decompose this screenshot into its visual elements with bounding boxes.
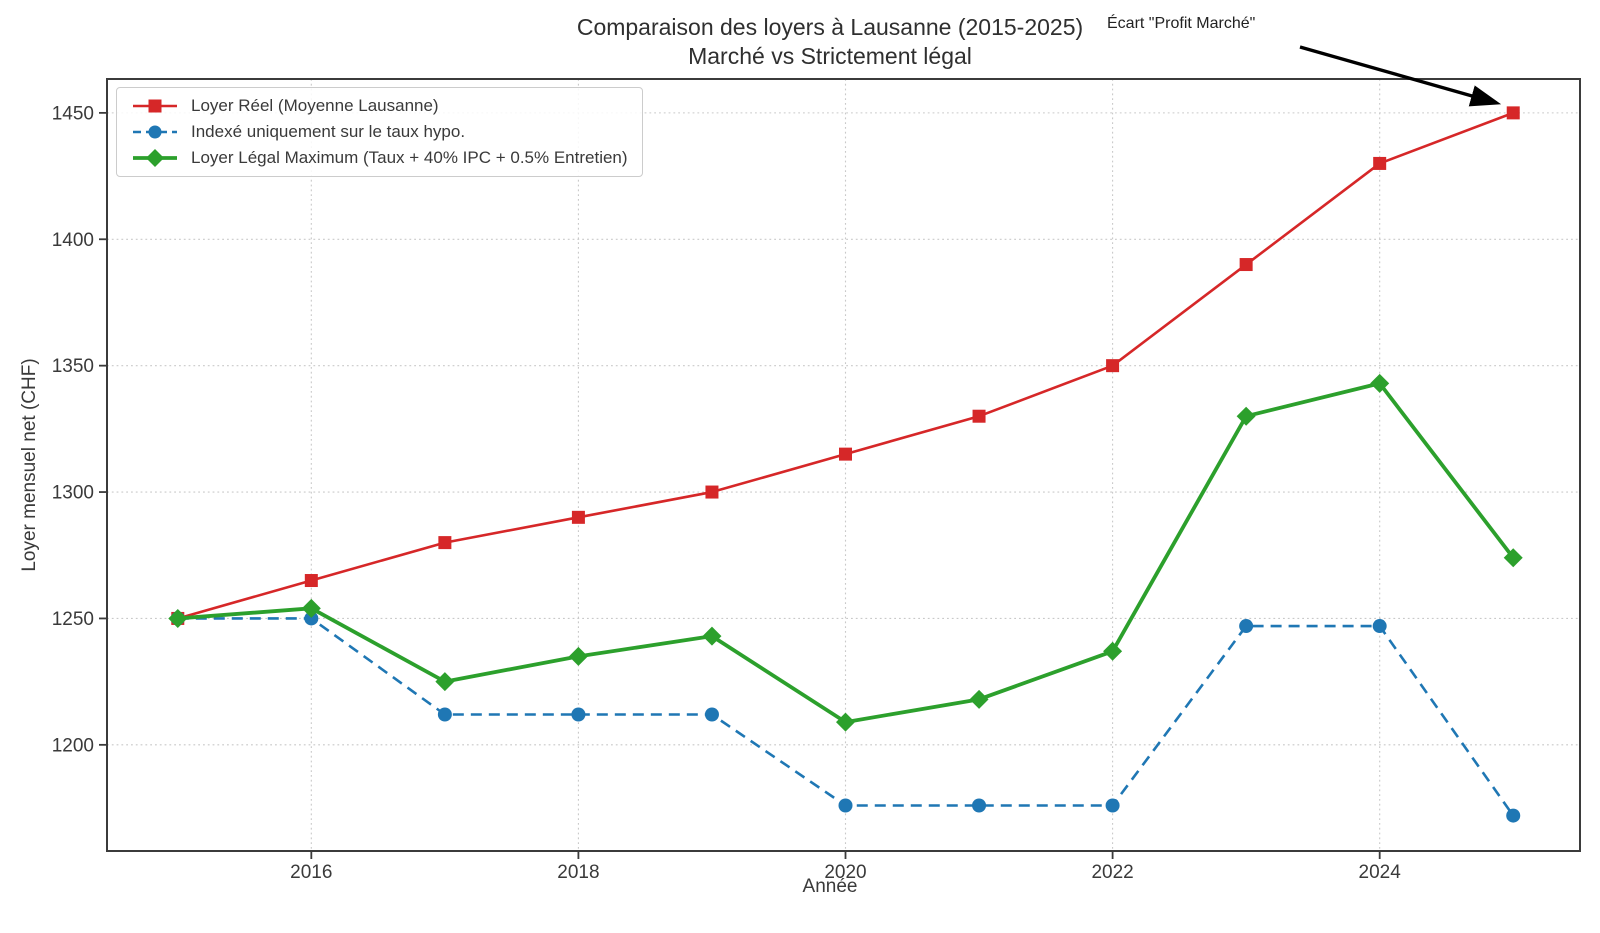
loyer-legal-max-marker-2018 [568, 646, 588, 666]
chart-title: Comparaison des loyers à Lausanne (2015-… [576, 14, 1084, 40]
y-tick-label-1400: 1400 [52, 230, 94, 251]
legend-label-loyer-legal-max: Loyer Légal Maximum (Taux + 40% IPC + 0.… [191, 148, 628, 167]
loyer-reel-marker-2019 [705, 485, 719, 499]
loyer-reel-marker-2023 [1239, 258, 1253, 272]
legend-swatch-loyer-legal-max-icon [133, 149, 177, 167]
x-tick-label-2024: 2024 [1359, 862, 1402, 883]
y-tick-label-1250: 1250 [52, 609, 94, 630]
legend-swatch-loyer-reel-icon [133, 99, 177, 113]
x-tick-label-2016: 2016 [290, 862, 332, 883]
annotation-label: Écart "Profit Marché" [1107, 15, 1256, 32]
indexe-taux-hypo-marker-2023 [1239, 619, 1254, 634]
legend: Loyer Réel (Moyenne Lausanne) Indexé uniq… [116, 87, 643, 177]
x-tick-label-2020: 2020 [824, 862, 866, 883]
legend-item-loyer-legal-max: Loyer Légal Maximum (Taux + 40% IPC + 0.… [131, 145, 628, 171]
loyer-legal-max-marker-2019 [702, 626, 722, 646]
loyer-reel-marker-2024 [1373, 156, 1387, 170]
indexe-taux-hypo-marker-2025 [1506, 808, 1521, 823]
plot-border [106, 78, 1581, 852]
loyer-legal-max-marker-2020 [836, 712, 856, 732]
loyer-reel-marker-2021 [972, 409, 986, 423]
loyer-reel-marker-2025 [1506, 106, 1520, 120]
loyer-legal-max-marker-2016 [301, 598, 321, 618]
legend-item-indexe-taux-hypo: Indexé uniquement sur le taux hypo. [131, 119, 628, 145]
loyer-legal-max-line [177, 381, 1515, 724]
loyer-reel-marker-2018 [571, 510, 585, 524]
y-tick-label-1350: 1350 [52, 356, 94, 377]
x-axis: 2016 2018 2020 2022 2024 [290, 851, 1401, 883]
indexe-taux-hypo-marker-2020 [838, 798, 853, 813]
y-tick-label-1300: 1300 [52, 483, 94, 504]
legend-swatch-indexe-taux-hypo-icon [133, 125, 177, 139]
loyer-legal-max-marker-2015 [168, 608, 188, 628]
chart-title-block: Comparaison des loyers à Lausanne (2015-… [80, 13, 1580, 71]
loyer-reel-marker-2017 [438, 536, 452, 550]
loyer-legal-max-marker-2021 [969, 689, 989, 709]
indexe-taux-hypo-marker-2019 [704, 707, 719, 722]
legend-item-loyer-reel: Loyer Réel (Moyenne Lausanne) [131, 93, 628, 119]
loyer-legal-max-marker-2022 [1103, 641, 1123, 661]
x-tick-label-2018: 2018 [557, 862, 599, 883]
loyer-legal-max-marker-2023 [1236, 406, 1256, 426]
annotation-arrow [1299, 45, 1502, 107]
x-tick-label-2022: 2022 [1091, 862, 1133, 883]
loyer-reel-marker-2016 [304, 574, 318, 588]
y-axis-label: Loyer mensuel net (CHF) [19, 358, 40, 572]
indexe-taux-hypo-marker-2022 [1105, 798, 1120, 813]
x-axis-label: Année [802, 876, 858, 897]
series-loyer-legal-max [168, 373, 1523, 732]
indexe-taux-hypo-marker-2024 [1372, 619, 1387, 634]
legend-label-loyer-reel: Loyer Réel (Moyenne Lausanne) [191, 96, 439, 115]
chart-subtitle: Marché vs Strictement légal [688, 43, 972, 69]
legend-label-indexe-taux-hypo: Indexé uniquement sur le taux hypo. [191, 122, 466, 141]
y-tick-label-1450: 1450 [52, 103, 94, 124]
loyer-legal-max-marker-2025 [1503, 548, 1523, 568]
loyer-reel-marker-2020 [839, 447, 853, 461]
loyer-legal-max-marker-2024 [1370, 373, 1390, 393]
indexe-taux-hypo-marker-2021 [972, 798, 987, 813]
y-axis: 1200 1250 1300 1350 1400 1450 [52, 103, 107, 756]
loyer-reel-marker-2022 [1106, 359, 1120, 373]
indexe-taux-hypo-marker-2017 [437, 707, 452, 722]
loyer-legal-max-marker-2017 [435, 672, 455, 692]
indexe-taux-hypo-marker-2016 [304, 611, 319, 626]
y-tick-label-1200: 1200 [52, 735, 94, 756]
indexe-taux-hypo-marker-2018 [571, 707, 586, 722]
grid [107, 79, 1580, 851]
